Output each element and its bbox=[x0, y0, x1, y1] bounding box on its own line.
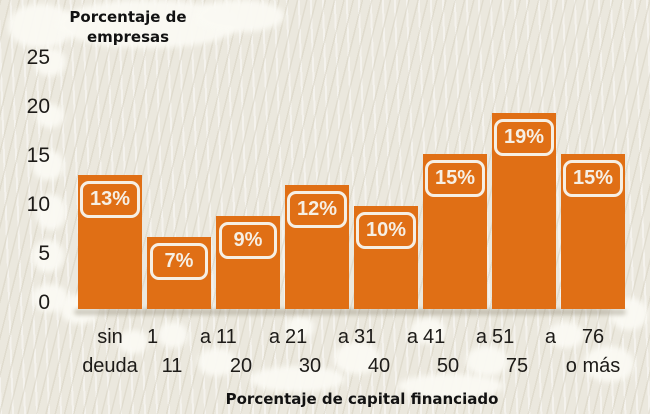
y-axis-tick-label: 15 bbox=[26, 144, 50, 167]
bar-51-a-75: 19% bbox=[492, 113, 556, 309]
x-tick-text: 21 bbox=[285, 326, 308, 348]
x-axis-title: Porcentaje de capital financiado bbox=[225, 390, 499, 408]
x-tick-text: 41 bbox=[423, 326, 446, 348]
x-tick-text: 51 bbox=[492, 326, 515, 348]
bar-value-label: 7% bbox=[150, 243, 208, 280]
x-tick-text: sin bbox=[97, 326, 123, 348]
x-tick-text: deuda bbox=[82, 355, 138, 377]
bar-21-a-30: 12% bbox=[285, 185, 349, 309]
x-axis-tick-label: 1 a 11 bbox=[137, 327, 221, 377]
x-axis-tick-label: 76 o más bbox=[551, 327, 635, 377]
bar-31-a-40: 10% bbox=[354, 206, 418, 309]
bar-value-label: 9% bbox=[219, 222, 277, 259]
bar-value-label: 15% bbox=[424, 160, 486, 197]
x-tick-text: a bbox=[268, 326, 280, 348]
x-tick-text: 75 bbox=[505, 355, 529, 377]
cloud-highlight bbox=[196, 0, 284, 32]
x-axis-tick-label: sin deuda bbox=[68, 327, 152, 377]
bar-76-o-más: 15% bbox=[561, 154, 625, 309]
y-axis-tick-label: 5 bbox=[38, 242, 50, 265]
x-tick-text: 50 bbox=[436, 355, 460, 377]
x-axis-tick-label: 41 a 50 bbox=[413, 327, 497, 377]
x-tick-text: o más bbox=[565, 355, 621, 377]
x-tick-text: a bbox=[544, 326, 556, 348]
x-tick-text: a bbox=[199, 326, 211, 348]
y-axis-tick-label: 25 bbox=[26, 46, 50, 69]
x-tick-text: a bbox=[406, 326, 418, 348]
x-tick-text: a bbox=[475, 326, 487, 348]
bar-value-label: 12% bbox=[286, 191, 348, 228]
y-axis-tick-label: 0 bbox=[38, 291, 50, 314]
x-tick-text: 40 bbox=[367, 355, 391, 377]
x-axis-tick-label: 51 a 75 bbox=[482, 327, 566, 377]
x-tick-text: 31 bbox=[354, 326, 377, 348]
bar-41-a-50: 15% bbox=[423, 154, 487, 309]
baseline-shadow bbox=[74, 309, 626, 315]
bar-11-a-20: 9% bbox=[216, 216, 280, 309]
x-tick-text: 1 bbox=[147, 326, 159, 348]
x-tick-text: 11 bbox=[161, 355, 183, 377]
x-axis-tick-label: 21 a 30 bbox=[275, 327, 359, 377]
y-axis-tick-label: 10 bbox=[26, 193, 50, 216]
x-tick-text: 20 bbox=[229, 355, 253, 377]
bar-value-label: 13% bbox=[79, 181, 141, 218]
bar-value-label: 19% bbox=[493, 119, 555, 156]
bar-value-label: 15% bbox=[562, 160, 624, 197]
x-axis-tick-label: 11 a 20 bbox=[206, 327, 290, 377]
bar-1-a-11: 7% bbox=[147, 237, 211, 309]
bar-value-label: 10% bbox=[355, 212, 417, 249]
x-axis-tick-label: 31 a 40 bbox=[344, 327, 428, 377]
x-tick-text: 11 bbox=[216, 326, 237, 348]
x-tick-text: 30 bbox=[298, 355, 322, 377]
bar-sin-deuda: 13% bbox=[78, 175, 142, 309]
y-axis-tick-label: 20 bbox=[26, 95, 50, 118]
x-tick-text: a bbox=[337, 326, 349, 348]
y-axis-title: Porcentaje de empresas bbox=[69, 8, 187, 46]
x-tick-text: 76 bbox=[581, 326, 605, 348]
